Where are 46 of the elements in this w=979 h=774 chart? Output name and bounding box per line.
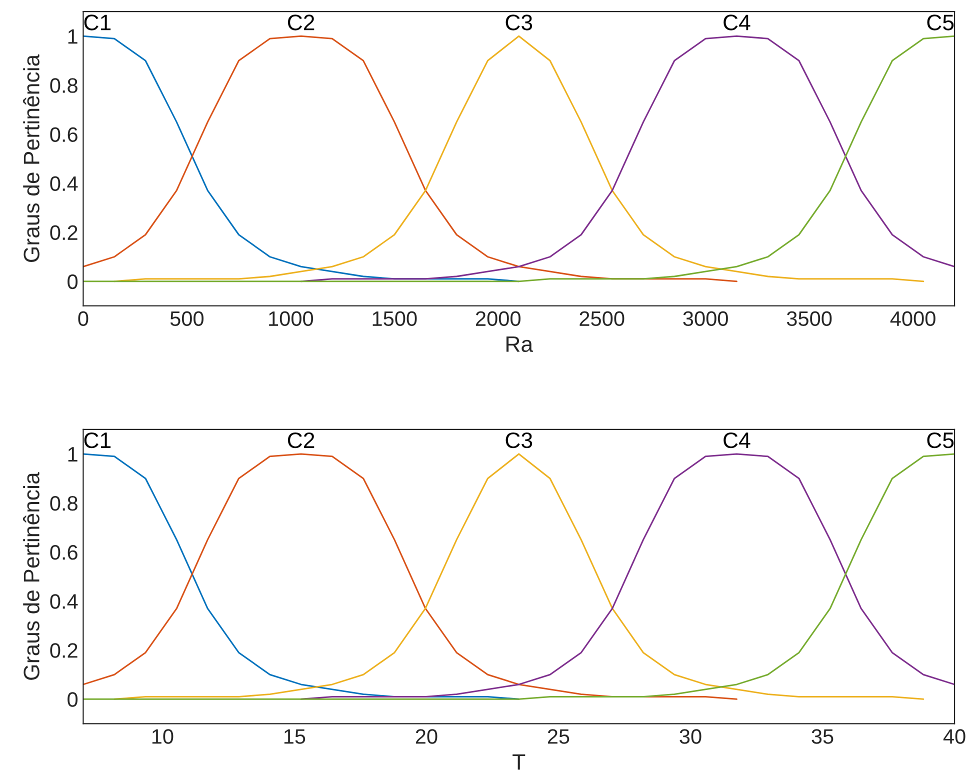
series-label: C2 [288,14,314,30]
x-tick-label: 25 [548,729,570,744]
x-tick-label: 2500 [580,311,624,326]
x-tick-label: 500 [170,311,204,326]
x-tick-label: 2000 [476,311,520,326]
y-tick-label: 0.4 [50,176,78,192]
series-label: C3 [506,14,532,30]
series-label: C4 [724,432,750,448]
x-tick-label: 40 [943,729,966,744]
x-axis-title: T [512,754,526,770]
y-tick-label: 0.6 [50,545,78,560]
x-tick-label: 20 [416,729,438,744]
y-tick-label: 1 [68,447,78,462]
y-axis-title: Graus de Pertinência [23,54,40,262]
y-tick-label: 0.8 [50,78,78,93]
y-tick-label: 0.6 [50,127,78,142]
x-tick-label: 1500 [372,311,417,326]
x-tick-label: 15 [284,729,306,744]
x-tick-label: 1000 [269,311,314,326]
x-tick-label: 10 [152,729,174,744]
x-tick-label: 0 [78,311,88,326]
series-label: C5 [927,432,954,448]
y-axis-title: Graus de Pertinência [23,472,40,680]
line-series [83,453,520,700]
y-tick-label: 0.2 [50,225,78,240]
line-series [300,453,955,700]
y-tick-label: 0 [68,274,78,290]
series-label: C3 [506,432,532,448]
x-tick-label: 3500 [786,311,832,326]
x-tick-label: 3000 [683,311,728,326]
series-label: C5 [927,14,954,30]
series-label: C1 [84,432,111,448]
y-tick-label: 0.2 [50,643,78,658]
series-label: C4 [724,14,750,30]
y-tick-label: 1 [68,29,78,44]
x-axis-title: Ra [506,336,534,352]
line-series [83,453,738,700]
line-series [83,35,738,282]
x-tick-label: 30 [680,729,702,744]
y-tick-label: 0.8 [50,496,78,511]
y-tick-label: 0 [68,692,78,707]
series-label: C1 [84,14,111,30]
x-tick-label: 4000 [890,311,936,326]
x-tick-label: 35 [812,729,834,744]
series-label: C2 [288,432,314,448]
y-tick-label: 0.4 [50,594,78,609]
